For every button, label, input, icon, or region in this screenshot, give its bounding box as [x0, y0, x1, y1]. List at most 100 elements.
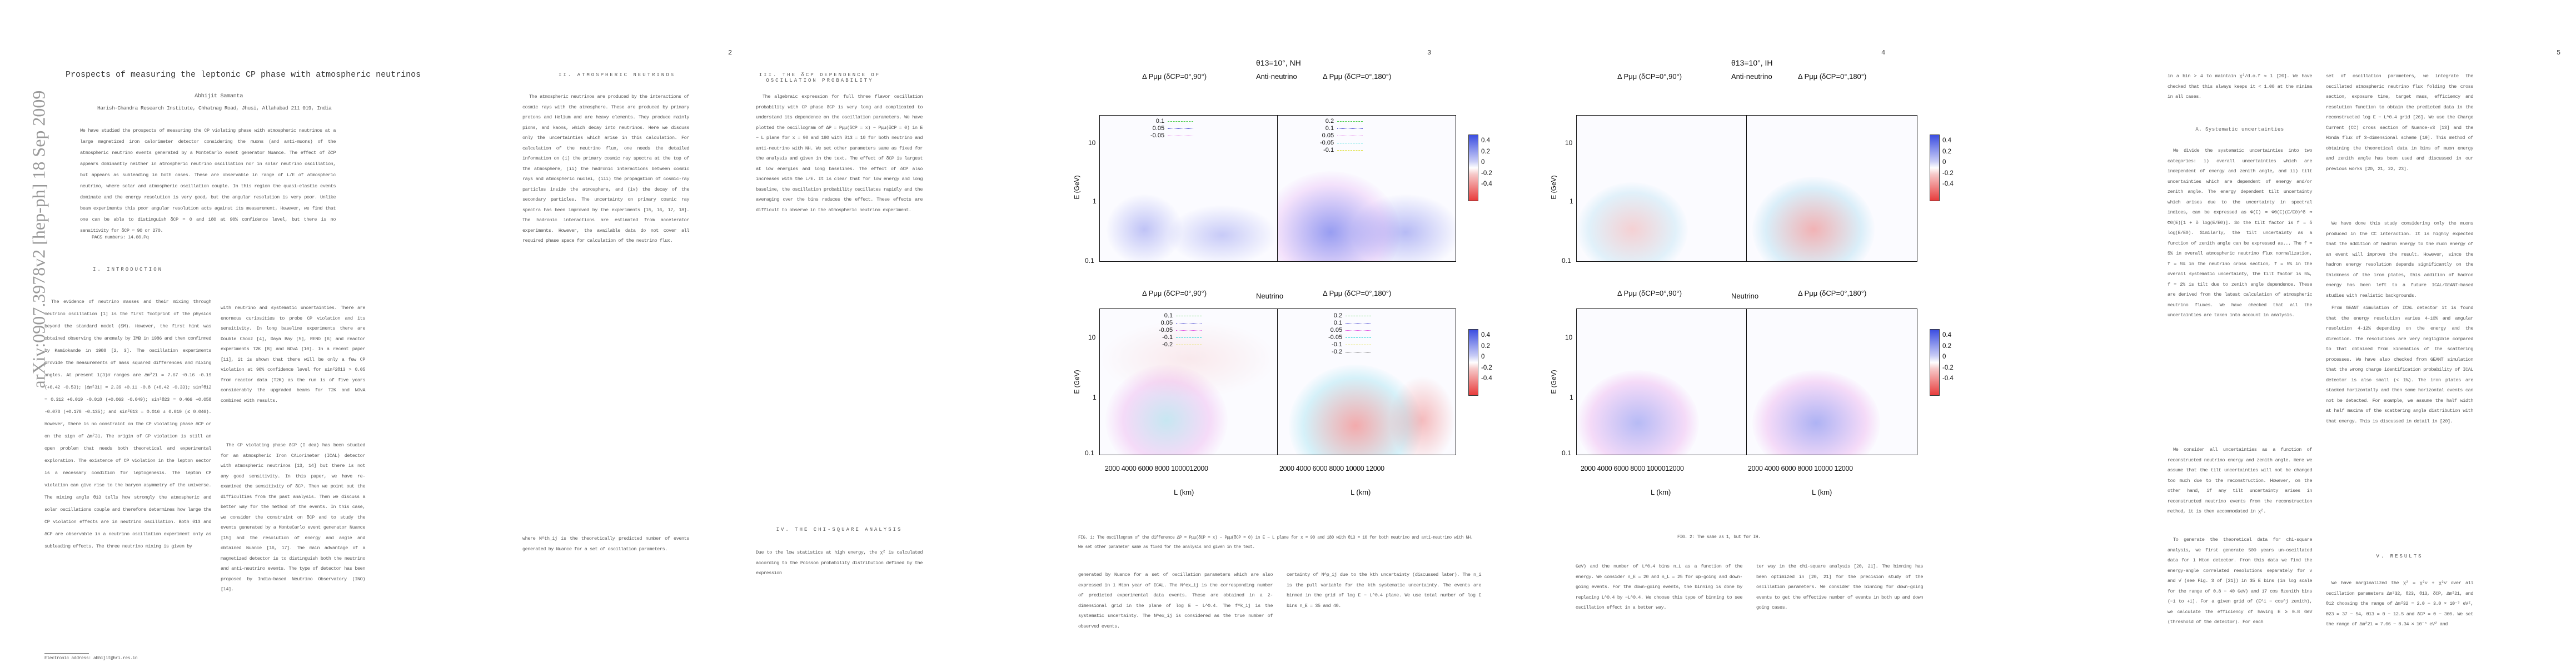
y-tick-10-bottom: 10 — [1565, 334, 1573, 341]
page-number: 2 — [728, 49, 733, 57]
panel-title-top-180: Δ Pμμ (δCP=0°,180°) — [1798, 72, 1867, 81]
bottom-row-label: Neutrino — [1731, 292, 1759, 300]
x-axis-label-right: L (km) — [1812, 488, 1832, 496]
page-5-column-2-text-b: We have done this study considering only… — [2326, 221, 2474, 298]
y-tick-0.1-top: 0.1 — [1562, 257, 1571, 265]
page-number: 3 — [1427, 49, 1432, 57]
colorbar-ticks-top: 0.4 0.2 0 -0.2 -0.4 — [1942, 137, 1954, 187]
page-1: Prospects of measuring the leptonic CP p… — [0, 0, 421, 667]
y-axis-label-top: E (GeV) — [1549, 175, 1558, 200]
oscillogram-panel-neutrino-90 — [1099, 308, 1278, 455]
x-axis-label-right: L (km) — [1351, 488, 1371, 496]
colorbar-ticks-top: 0.4 0.2 0 -0.2 -0.4 — [1481, 137, 1492, 187]
contour-region — [1577, 370, 1699, 455]
page-2: 2 II. ATMOSPHERIC NEUTRINOS The atmosphe… — [367, 0, 879, 667]
x-tick-labels-right: 2000 4000 6000 8000 10000 12000 — [1748, 465, 1853, 472]
page-5-column-1-text: We divide the systematic uncertainties i… — [2168, 148, 2313, 318]
figure-2: θ13=10°, IH Δ Pμμ (δCP=0°,90°) Anti-neut… — [1523, 0, 1984, 667]
contour-region — [1105, 365, 1228, 455]
oscillogram-panel-neutrino-180 — [1277, 308, 1456, 455]
x-axis-label-left: L (km) — [1174, 488, 1194, 496]
oscillogram-panel-antineutrino-180 — [1746, 115, 1917, 262]
colorbar-bottom — [1468, 329, 1478, 396]
footnote: Electronic address: abhijit@hri.res.in — [44, 656, 138, 661]
section-heading-introduction: I. INTRODUCTION — [92, 267, 163, 272]
contour-region — [1752, 370, 1880, 455]
panel-title-bottom-90: Δ Pμμ (δCP=0°,90°) — [1617, 289, 1682, 297]
subsection-heading-systematic-uncertainties: A. Systematic uncertainties — [2195, 127, 2284, 132]
oscillogram-panel-neutrino-90 — [1576, 308, 1747, 455]
section-4-text: Due to the low statistics at high energy… — [756, 550, 923, 576]
page-4-column-2-text: ter way in the chi-square analysis [20, … — [1756, 564, 1924, 610]
oscillogram-panel-antineutrino-90 — [1576, 115, 1747, 262]
contour-region — [1389, 376, 1456, 455]
legend-bottom-180: 0.2 0.1 0.05 -0.05 -0.1 -0.2 — [1328, 312, 1372, 356]
x-tick-labels-right: 2000 4000 6000 8000 10000 12000 — [1279, 465, 1384, 472]
introduction-text: The evidence of neutrino masses and thei… — [44, 299, 212, 549]
page-5-column-1-text-c: To generate the theoretical data for chi… — [2168, 537, 2313, 625]
y-tick-10-top: 10 — [1565, 139, 1573, 147]
y-tick-0.1-bottom: 0.1 — [1085, 449, 1094, 457]
page-5: 5 in a bin > 4 to maintain χ²/d.o.f ≈ 1 … — [1984, 0, 2576, 667]
figure-title: θ13=10°, IH — [1731, 58, 1773, 67]
figure-1-caption: FIG. 1: The oscillogram of the differenc… — [1078, 536, 1473, 550]
abstract: We have studied the prospects of measuri… — [80, 128, 336, 233]
page-5-column-1-top: in a bin > 4 to maintain χ²/d.o.f ≈ 1 [2… — [2168, 73, 2313, 99]
x-axis-label-left: L (km) — [1651, 488, 1671, 496]
page-5-column-2-text-c: From GEANT simulation of ICAL detector i… — [2326, 305, 2474, 424]
page-4: 4 θ13=10°, IH Δ Pμμ (δCP=0°,90°) Anti-ne… — [1523, 0, 1984, 667]
page-2-right-column: The algebraic expression for full three … — [739, 0, 1073, 667]
panel-title-top-180: Δ Pμμ (δCP=0°,180°) — [1323, 72, 1392, 81]
oscillogram-panel-antineutrino-180 — [1277, 115, 1456, 262]
panel-title-bottom-180: Δ Pμμ (δCP=0°,180°) — [1323, 289, 1392, 297]
legend-top-180: 0.2 0.1 0.05 -0.05 -0.1 — [1320, 118, 1363, 154]
section-heading-cp-dependence: III. THE δCP DEPENDENCE OF OSCILLATION P… — [759, 72, 881, 83]
contour-region — [1752, 177, 1875, 261]
y-tick-1-bottom: 1 — [1093, 394, 1097, 401]
top-row-label: Anti-neutrino — [1256, 72, 1297, 81]
panel-title-top-90: Δ Pμμ (δCP=0°,90°) — [1617, 72, 1682, 81]
paper-title: Prospects of measuring the leptonic CP p… — [66, 70, 421, 79]
page-number: 5 — [2557, 49, 2561, 57]
top-row-label: Anti-neutrino — [1731, 72, 1772, 81]
figure-title: θ13=10°, NH — [1256, 58, 1301, 67]
contour-region — [1350, 193, 1456, 261]
panel-title-bottom-180: Δ Pμμ (δCP=0°,180°) — [1798, 289, 1867, 297]
colorbar-top — [1930, 135, 1940, 201]
page-3-column-2-text: certainty of N^p_ij due to the kth uncer… — [1287, 572, 1482, 609]
colorbar-top — [1468, 135, 1478, 201]
oscillogram-panel-antineutrino-90 — [1099, 115, 1278, 262]
contour-region — [1577, 182, 1688, 261]
pacs-numbers: PACS numbers: 14.60.Pq — [92, 235, 149, 240]
page-5-column-1-text-b: We consider all uncertainties as a funct… — [2168, 447, 2313, 514]
bottom-row-label: Neutrino — [1256, 292, 1284, 300]
y-tick-0.1-bottom: 0.1 — [1562, 449, 1571, 457]
figure-1: θ13=10°, NH Δ Pμμ (δCP=0°,90°) Anti-neut… — [1073, 0, 1517, 667]
contour-region — [1105, 193, 1183, 261]
y-tick-0.1-top: 0.1 — [1085, 257, 1094, 265]
oscillogram-panel-neutrino-180 — [1746, 308, 1917, 455]
x-tick-labels-left: 2000 4000 6000 8000 1000012000 — [1105, 465, 1208, 472]
y-axis-label-top: E (GeV) — [1073, 175, 1081, 200]
y-tick-1-top: 1 — [1569, 197, 1573, 205]
legend-bottom-90: 0.1 0.05 -0.05 -0.1 -0.2 — [1159, 312, 1202, 349]
panel-title-top-90: Δ Pμμ (δCP=0°,90°) — [1142, 72, 1207, 81]
section-heading-results: V. RESULTS — [2376, 554, 2423, 559]
y-tick-1-bottom: 1 — [1569, 394, 1573, 401]
author-name: Abhijit Samanta — [195, 93, 243, 99]
y-tick-10-bottom: 10 — [1088, 334, 1096, 341]
section-2-text: The atmospheric neutrinos are produced b… — [522, 94, 690, 243]
figure-2-caption: FIG. 2: The same as 1, but for IH. — [1677, 535, 1761, 540]
equation-description: where N^th_ij is the theoretically predi… — [522, 536, 690, 552]
author-affiliation: Harish-Chandra Research Institute, Chhat… — [97, 105, 332, 111]
contour-region — [1100, 320, 1278, 398]
footnote-rule — [44, 653, 89, 654]
x-tick-labels-left: 2000 4000 6000 8000 1000012000 — [1581, 465, 1684, 472]
legend-top-90: 0.1 0.05 -0.05 — [1150, 118, 1194, 140]
colorbar-ticks-bottom: 0.4 0.2 0 -0.2 -0.4 — [1942, 332, 1954, 382]
colorbar-ticks-bottom: 0.4 0.2 0 -0.2 -0.4 — [1481, 332, 1492, 382]
y-axis-label-bottom: E (GeV) — [1549, 370, 1558, 394]
intro-column-2-text: with neutrino and systematic uncertainti… — [221, 305, 366, 404]
intro-column-2-text-b: The CP violating phase δCP (I dea) has b… — [221, 442, 366, 592]
section-3-text: The algebraic expression for full three … — [756, 94, 923, 213]
